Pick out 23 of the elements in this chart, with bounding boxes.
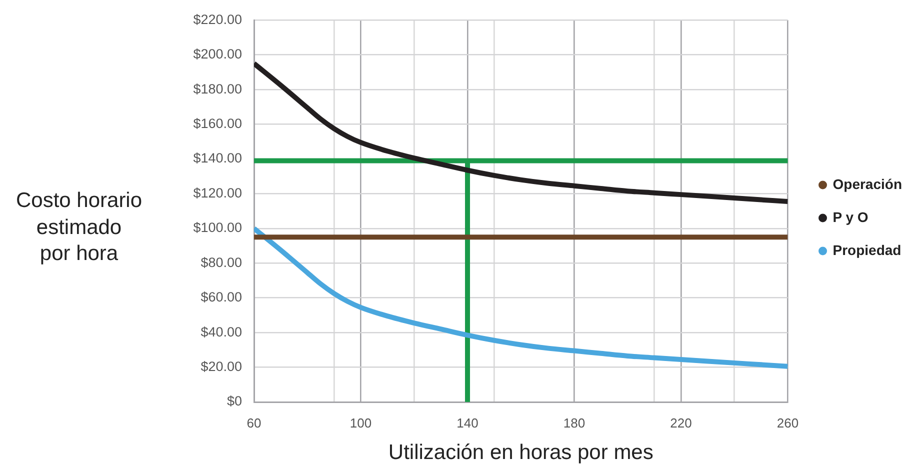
y-tick-label: $60.00 [200,290,242,305]
legend-label: P y O [832,208,868,225]
y-tick-label: $40.00 [200,324,242,340]
y-tick-label: $100.00 [193,220,242,236]
y-tick-label: $180.00 [193,81,242,96]
legend-label: Operación [832,176,902,192]
x-axis-title: Utilización en horas por mes [388,441,654,464]
y-tick-label: $140.00 [193,150,242,166]
y-tick-label: $200.00 [193,46,242,62]
x-tick-label: 260 [776,415,799,430]
y-tick-label: $220.00 [193,12,242,27]
y-tick-label: $20.00 [200,359,242,374]
y-tick-label: $120.00 [193,185,242,200]
y-tick-label: $160.00 [193,116,242,131]
x-tick-label: 60 [246,415,262,430]
x-tick-label: 140 [456,415,478,430]
x-tick-label: 100 [350,415,372,430]
legend-label: Propiedad [832,242,902,258]
y-tick-label: $0 [226,394,242,409]
x-tick-label: 220 [670,415,692,430]
y-tick-label: $80.00 [200,254,242,270]
x-tick-label: 180 [563,415,586,430]
y-axis-title: Costo horario estimado por hora [14,188,144,267]
